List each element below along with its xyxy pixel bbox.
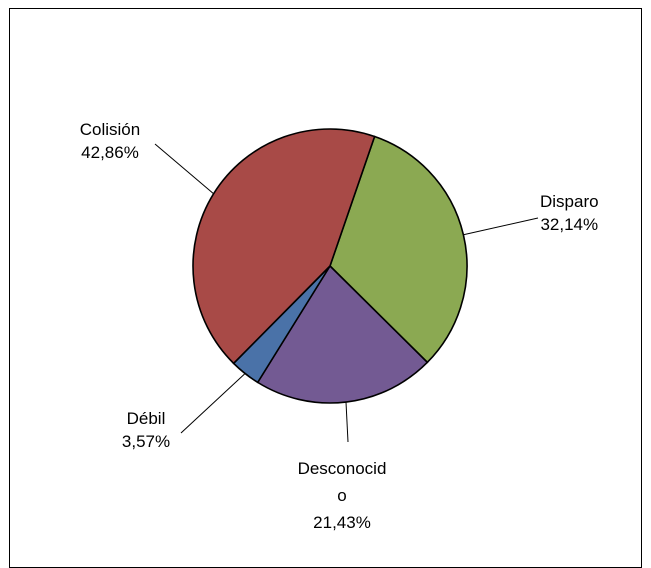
pie-slice-colision <box>192 128 376 365</box>
slice-name-colision: Colisión <box>79 120 141 139</box>
slice-label-disparo: Disparo 32,14% <box>540 190 599 236</box>
slice-name-disparo: Disparo <box>540 192 599 211</box>
pie-slice-desconocido <box>256 264 429 404</box>
slice-value-colision: 42,86% <box>81 143 139 162</box>
slice-value-debil: 3,57% <box>121 432 171 451</box>
slice-name-desconocido-line2: o <box>337 486 347 505</box>
leader-line-2 <box>345 402 349 443</box>
leader-line-3 <box>180 373 246 434</box>
leader-line-1 <box>463 217 539 236</box>
slice-value-disparo: 32,14% <box>540 215 599 234</box>
slice-label-desconocido: Desconocid o 21,43% <box>289 457 395 534</box>
slice-value-desconocido: 21,43% <box>313 513 371 532</box>
slice-label-debil: Débil 3,57% <box>111 407 181 453</box>
slice-name-desconocido-line1: Desconocid <box>297 459 387 478</box>
slice-name-debil: Débil <box>126 409 166 428</box>
leader-line-4 <box>154 143 214 195</box>
pie-slice-disparo <box>329 135 468 364</box>
slice-label-colision: Colisión 42,86% <box>70 118 150 164</box>
